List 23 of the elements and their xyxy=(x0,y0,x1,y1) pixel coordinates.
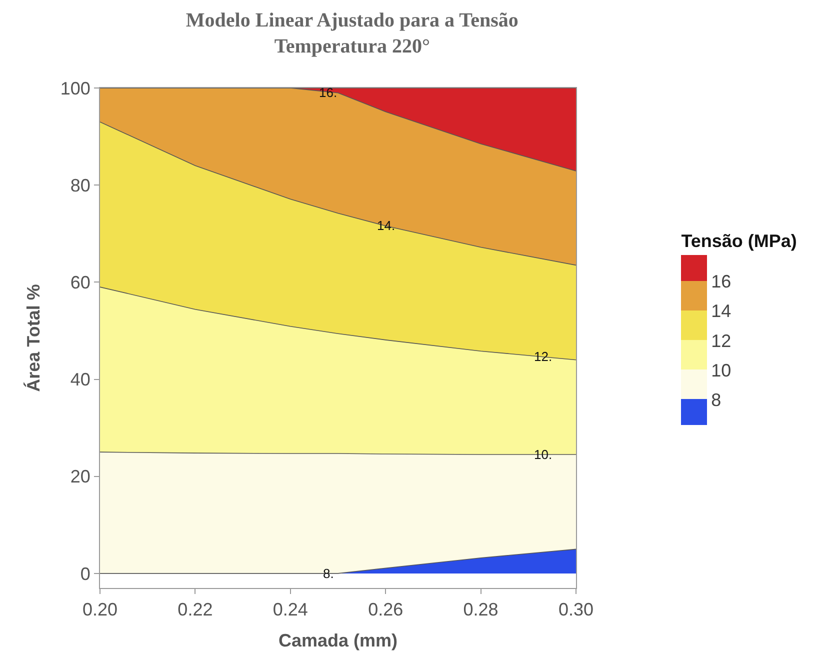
y-tick-label: 100 xyxy=(60,78,90,98)
color-bar-label: 10 xyxy=(711,360,732,380)
color-bar-label: 8 xyxy=(711,390,722,410)
annotation: 10. xyxy=(534,447,552,462)
y-tick-label: 0 xyxy=(80,564,90,584)
x-tick-label: 0.28 xyxy=(463,600,498,620)
x-tick-label: 0.26 xyxy=(368,600,404,620)
color-bar-label: 12 xyxy=(711,330,732,351)
chart-subtitle: Temperatura 220° xyxy=(274,35,430,58)
y-tick-label: 80 xyxy=(70,175,90,196)
chart-title: Modelo Linear Ajustado para a Tensão xyxy=(186,9,518,32)
color-bar-label: 16 xyxy=(711,272,732,292)
text: 0.20 xyxy=(82,600,118,620)
y-tick-label: 60 xyxy=(70,272,90,292)
y-tick-label: 40 xyxy=(70,370,90,390)
y-axis-title: Área Total % xyxy=(24,284,44,392)
x-axis-title: Camada (mm) xyxy=(278,630,398,651)
color-bar-title: Tensão (MPa) xyxy=(681,231,797,251)
text: 0.30 xyxy=(558,600,594,620)
color-bar-label: 14 xyxy=(711,301,732,322)
x-tick-label: 0.22 xyxy=(178,600,213,620)
x-tick-label: 0.24 xyxy=(272,600,308,620)
y-tick-label: 20 xyxy=(70,466,90,487)
